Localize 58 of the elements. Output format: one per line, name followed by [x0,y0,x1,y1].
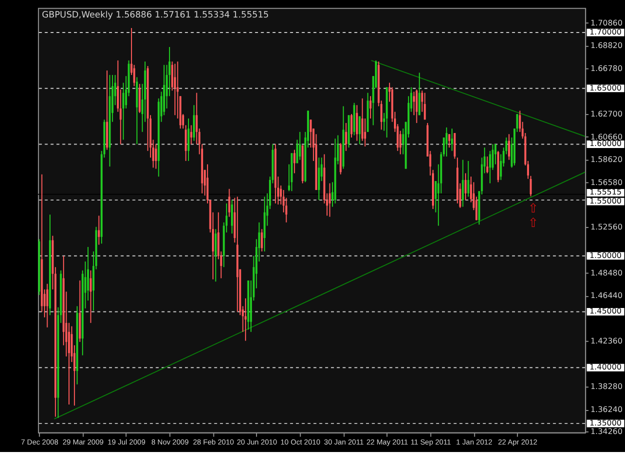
ref-line-label: 1.70000 [589,27,622,36]
candlestick [192,104,195,142]
annotation: ⇧ [528,214,538,230]
y-tick-label: 1.60660 [590,132,623,142]
ref-line-label: 1.45000 [589,306,622,316]
candlestick [418,72,420,116]
candlestick [138,83,141,114]
candlestick [416,88,418,124]
candlestick [370,96,372,120]
candlestick [188,118,190,162]
candlestick [184,124,187,162]
annotation: ⇧ [528,200,538,216]
candlestick [424,92,426,120]
candlestick [46,283,48,328]
candlestick [399,130,402,155]
candlestick [298,131,301,160]
candlestick [464,172,467,201]
y-tick-label: 1.58620 [590,155,623,164]
y-tick-label: 1.36240 [590,405,623,414]
candlestick [454,132,456,160]
y-tick-label: 1.68820 [590,41,623,50]
candlestick [356,104,358,142]
candlestick [174,63,176,116]
candlestick [154,144,157,170]
candlestick [446,126,448,157]
candlestick [231,200,233,234]
candlestick [486,156,488,174]
candlestick [244,298,247,342]
candlestick [467,160,470,198]
candlestick [462,159,464,208]
ref-line-label: 1.55000 [589,196,622,206]
ref-line-label: 1.65000 [589,83,622,92]
ref-line-label: 1.40000 [589,362,622,372]
candlestick [345,122,348,152]
candlestick [451,128,453,152]
candlestick [508,134,510,160]
y-tick-label: 1.70860 [590,18,623,28]
candlestick [293,149,296,174]
y-tick-label: 1.38280 [590,382,623,392]
ref-line-label: 1.50000 [589,250,622,260]
ref-line-label: 1.55515 [589,188,622,197]
y-tick-label: 1.42360 [590,336,623,346]
y-tick-label: 1.62700 [590,109,623,118]
chart-title: GBPUSD,Weekly 1.56886 1.57161 1.55334 1.55515 [42,10,269,21]
y-tick-label: 1.56580 [590,178,623,187]
ref-line-label: 1.35000 [589,418,622,428]
y-tick-label: 1.48480 [590,268,623,278]
candlestick [260,228,263,252]
ref-line-label: 1.60000 [589,139,622,148]
candlestick [98,215,100,246]
candlestick [214,228,217,282]
candlestick [358,116,361,145]
y-tick-label: 1.34260 [590,427,623,436]
y-tick-label: 1.46440 [590,291,623,300]
candlestick [350,114,352,138]
y-tick-label: 1.52560 [590,222,623,232]
y-tick-label: 1.66780 [590,64,623,73]
candlestick [318,157,320,201]
